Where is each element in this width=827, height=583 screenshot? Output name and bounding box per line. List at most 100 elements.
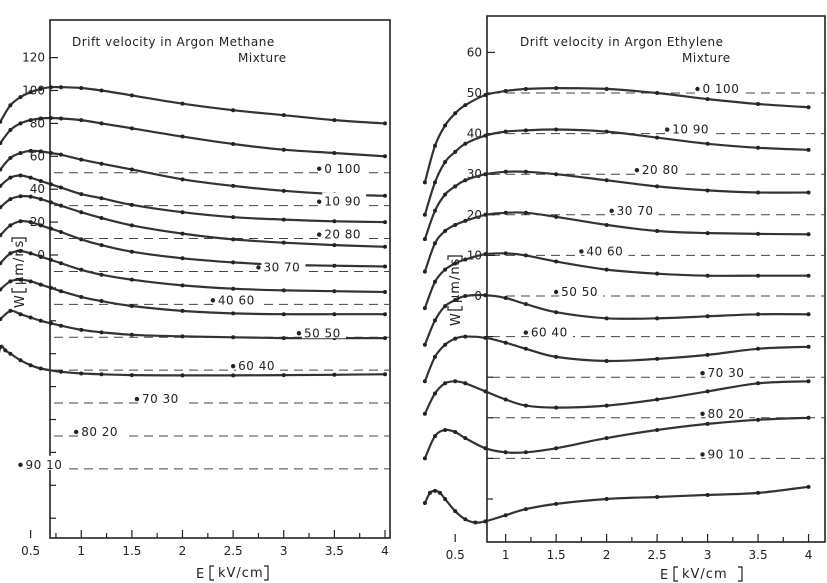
- data-point: [129, 373, 134, 378]
- data-point: [756, 190, 761, 195]
- data-point: [59, 116, 63, 121]
- data-point: [383, 312, 387, 317]
- x-tick-label: 2: [179, 544, 187, 558]
- data-point: [18, 358, 23, 363]
- data-point: [38, 223, 43, 228]
- data-point: [523, 86, 528, 91]
- data-point: [483, 212, 488, 217]
- data-point: [129, 167, 134, 172]
- y-axis-label: W: [449, 312, 464, 326]
- x-tick-label: 3.5: [325, 544, 344, 558]
- data-point: [443, 160, 448, 165]
- data-point: [604, 86, 609, 91]
- data-point: [503, 129, 508, 134]
- y-tick-label: 120: [22, 51, 45, 65]
- series-label: 50 50: [304, 326, 341, 340]
- series-label-bg: [215, 291, 260, 306]
- data-point: [443, 123, 448, 128]
- x-tick-labels: 0.5 1 1.5 2 2.5 3 3.5 4: [21, 544, 389, 558]
- data-point: [231, 286, 236, 291]
- series-label-bg: [301, 324, 346, 339]
- data-point: [79, 210, 84, 215]
- data-point: [99, 88, 104, 93]
- series-curves: [422, 86, 811, 525]
- series-label-bg: [559, 283, 604, 297]
- data-point: [432, 434, 437, 439]
- series-label-bg: [139, 390, 184, 405]
- data-point: [432, 488, 437, 493]
- data-point: [503, 169, 508, 174]
- plot-frame: [49, 19, 391, 539]
- data-point: [129, 332, 134, 337]
- data-point: [0, 287, 3, 292]
- series-label-bg: [322, 159, 367, 174]
- data-point: [438, 490, 443, 495]
- data-point: [38, 318, 43, 323]
- data-point: [332, 312, 337, 317]
- series-label-dot: [695, 86, 700, 92]
- data-point: [180, 210, 185, 215]
- series-line: [423, 380, 810, 415]
- data-point: [422, 501, 427, 506]
- data-point: [38, 366, 43, 371]
- data-point: [180, 177, 185, 182]
- chart-title-line-2: Mixture: [682, 51, 731, 65]
- data-point: [99, 299, 104, 304]
- data-point: [483, 519, 488, 524]
- data-point: [28, 175, 33, 180]
- data-point: [8, 175, 13, 180]
- data-point: [18, 194, 23, 199]
- series-line: [0, 344, 387, 377]
- data-point: [38, 178, 43, 183]
- y-tick-label: 50: [467, 86, 482, 100]
- data-point: [281, 188, 286, 193]
- data-point: [231, 141, 236, 146]
- data-point: [38, 149, 43, 154]
- data-point: [705, 141, 710, 146]
- series-label-dot: [230, 363, 236, 369]
- data-point: [503, 251, 508, 256]
- data-point: [28, 148, 33, 153]
- data-point: [756, 101, 761, 106]
- data-point: [59, 152, 63, 157]
- data-point: [129, 223, 134, 228]
- data-point: [463, 294, 468, 298]
- x-tick-label: 1.5: [122, 544, 141, 558]
- data-point: [756, 381, 761, 386]
- data-point: [422, 411, 427, 416]
- data-point: [129, 202, 134, 207]
- data-point: [28, 118, 33, 123]
- data-point: [523, 302, 528, 307]
- data-point: [38, 116, 43, 121]
- data-point: [655, 397, 660, 402]
- data-point: [79, 327, 84, 332]
- series-label: 60 40: [238, 359, 275, 373]
- data-point: [554, 172, 559, 177]
- data-point: [806, 273, 811, 278]
- series-label: 60 40: [531, 326, 568, 340]
- data-point: [48, 182, 53, 187]
- series-label: 20 80: [642, 163, 679, 177]
- data-point: [231, 183, 236, 188]
- data-point: [48, 151, 53, 156]
- data-point: [453, 261, 458, 266]
- series-label: 80 20: [708, 407, 745, 421]
- data-point: [432, 279, 437, 284]
- series-label-dot: [18, 462, 23, 468]
- data-point: [483, 252, 488, 257]
- data-point: [28, 251, 33, 256]
- series-line: [0, 116, 387, 158]
- data-point: [806, 379, 811, 384]
- series-label-dot: [553, 289, 559, 295]
- data-point: [443, 267, 448, 272]
- data-point: [463, 103, 468, 108]
- x-axis-unit-text: kV/cm: [218, 566, 264, 581]
- data-point: [554, 259, 559, 264]
- series-label: 0 100: [702, 82, 739, 96]
- series-line: [423, 335, 810, 383]
- data-point: [231, 237, 236, 242]
- data-point: [473, 520, 478, 525]
- data-point: [28, 363, 33, 368]
- series-label-dot: [296, 331, 302, 336]
- series-label-dot: [316, 166, 322, 171]
